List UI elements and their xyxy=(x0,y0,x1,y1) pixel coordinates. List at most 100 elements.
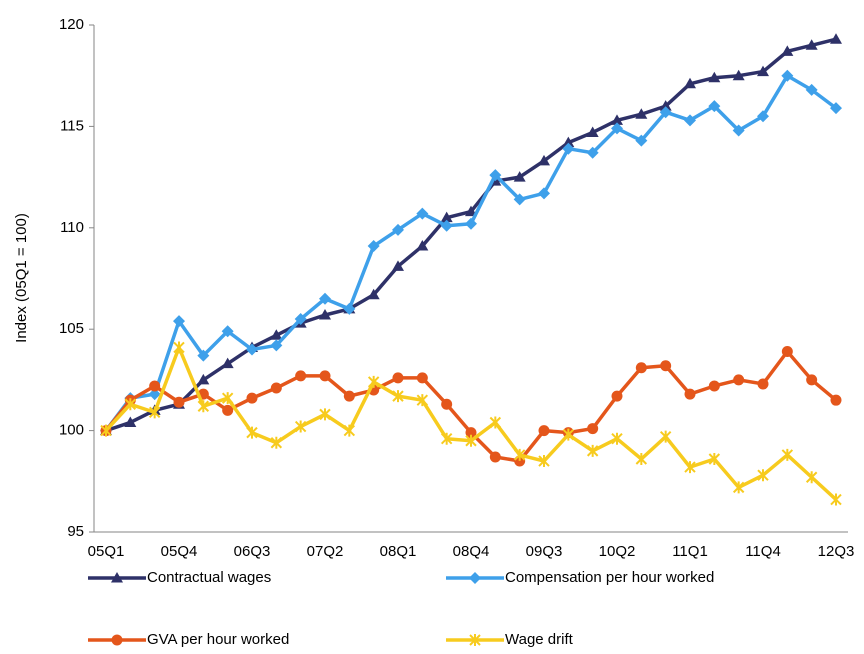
legend-label: Contractual wages xyxy=(147,569,271,586)
marker xyxy=(343,424,356,437)
marker xyxy=(392,372,404,384)
marker xyxy=(684,461,696,474)
x-tick-label: 08Q1 xyxy=(380,543,417,560)
y-tick-label: 110 xyxy=(60,219,84,236)
marker xyxy=(659,430,672,443)
x-tick-label: 07Q2 xyxy=(307,543,344,560)
marker xyxy=(489,169,502,182)
marker xyxy=(635,134,648,147)
marker xyxy=(611,432,623,445)
marker xyxy=(367,288,380,300)
marker xyxy=(343,302,356,315)
marker xyxy=(805,83,818,96)
marker xyxy=(197,349,210,362)
marker xyxy=(392,223,404,236)
marker xyxy=(586,444,599,457)
marker xyxy=(538,154,550,166)
marker xyxy=(757,469,769,482)
marker xyxy=(806,374,818,386)
marker xyxy=(708,380,720,392)
marker xyxy=(805,39,818,50)
marker xyxy=(830,33,842,44)
marker xyxy=(149,380,161,392)
marker xyxy=(538,425,550,437)
marker xyxy=(635,362,647,374)
marker xyxy=(319,292,331,305)
marker xyxy=(367,240,380,253)
marker xyxy=(586,146,599,159)
legend-marker xyxy=(111,634,123,646)
x-tick-label: 10Q2 xyxy=(599,543,636,560)
marker xyxy=(392,260,404,271)
legend-marker xyxy=(469,572,481,584)
y-axis-label: Index (05Q1 = 100) xyxy=(13,213,30,343)
marker xyxy=(173,341,185,354)
marker xyxy=(221,325,234,338)
marker xyxy=(148,406,161,419)
marker xyxy=(124,416,137,427)
marker xyxy=(732,124,745,137)
marker xyxy=(781,448,794,461)
marker xyxy=(757,65,769,77)
marker xyxy=(562,428,575,441)
marker xyxy=(830,102,842,115)
marker xyxy=(538,187,550,200)
marker xyxy=(635,452,648,465)
marker xyxy=(270,339,283,352)
marker xyxy=(367,375,380,388)
marker xyxy=(586,126,599,137)
marker xyxy=(684,388,696,400)
marker xyxy=(805,471,818,484)
legend-label: Compensation per hour worked xyxy=(505,569,714,586)
x-tick-label: 12Q3 xyxy=(818,543,855,560)
marker xyxy=(197,400,210,413)
marker xyxy=(708,452,721,465)
marker xyxy=(270,436,283,449)
marker xyxy=(441,398,453,410)
marker xyxy=(465,217,477,230)
marker xyxy=(270,329,283,340)
marker xyxy=(611,114,623,125)
marker xyxy=(124,398,137,411)
marker xyxy=(684,77,696,89)
marker xyxy=(319,408,331,421)
marker xyxy=(416,207,429,220)
marker xyxy=(830,394,842,406)
marker xyxy=(733,374,745,386)
marker xyxy=(562,142,575,155)
marker xyxy=(221,392,234,405)
legend-label: Wage drift xyxy=(505,631,574,648)
marker xyxy=(708,100,721,113)
marker xyxy=(392,390,404,403)
y-tick-label: 120 xyxy=(59,16,84,33)
x-tick-label: 06Q3 xyxy=(234,543,271,560)
y-tick-label: 100 xyxy=(59,422,84,439)
legend-marker xyxy=(111,572,123,583)
marker xyxy=(440,211,453,223)
marker xyxy=(781,346,793,358)
marker xyxy=(294,420,307,433)
series-line xyxy=(104,73,838,432)
marker xyxy=(587,423,599,435)
marker xyxy=(270,382,282,394)
marker xyxy=(489,451,501,463)
y-tick-label: 95 xyxy=(67,523,84,540)
marker xyxy=(489,416,502,429)
legend-label: GVA per hour worked xyxy=(147,631,289,648)
marker xyxy=(465,434,477,447)
y-tick-label: 105 xyxy=(59,320,84,337)
series-line xyxy=(105,37,837,433)
marker xyxy=(781,45,794,56)
x-tick-label: 05Q1 xyxy=(88,543,125,560)
marker xyxy=(465,427,477,439)
marker xyxy=(222,404,234,416)
marker xyxy=(416,240,429,251)
x-tick-label: 09Q3 xyxy=(526,543,563,560)
marker xyxy=(562,136,575,148)
marker xyxy=(173,396,185,408)
marker xyxy=(538,455,550,468)
marker xyxy=(246,343,258,356)
marker xyxy=(221,357,234,369)
marker xyxy=(440,219,453,232)
